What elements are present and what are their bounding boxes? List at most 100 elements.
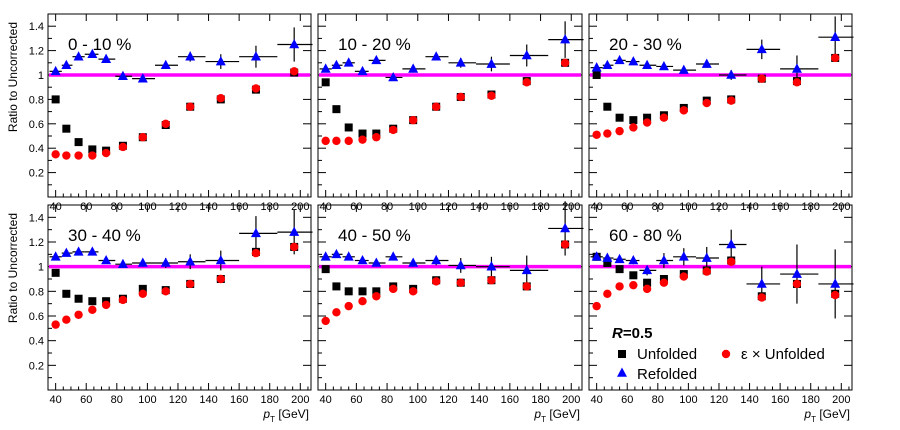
y-tick-label: 1.4 (29, 21, 44, 33)
refolded-point (137, 257, 148, 267)
x-tick-label: 200 (832, 394, 850, 406)
eps-unfolded-point (186, 279, 195, 289)
refolded-point (726, 238, 737, 249)
eps-unfolded-point (487, 276, 496, 285)
panel-frame (317, 13, 583, 198)
eps-unfolded-point (679, 106, 689, 115)
legend-unfolded-marker (618, 350, 626, 358)
y-tick-label: 1 (38, 262, 44, 274)
x-tick-label: 80 (381, 394, 393, 406)
refolded-point (642, 59, 653, 70)
refolded-point (658, 60, 669, 71)
eps-unfolded-point (216, 274, 225, 284)
eps-unfolded-point (62, 315, 71, 324)
eps-unfolded-point (358, 297, 367, 306)
x-axis-title: pT [GeV] (803, 407, 850, 424)
eps-unfolded-point (358, 135, 367, 144)
refolded-point (331, 248, 342, 259)
refolded-point (73, 246, 84, 256)
eps-unfolded-point (88, 151, 97, 160)
unfolded-point (321, 265, 330, 274)
eps-unfolded-point (216, 93, 225, 103)
eps-unfolded-point (332, 308, 341, 317)
eps-unfolded-point (659, 278, 669, 287)
y-tick-label: 0.6 (29, 311, 44, 323)
eps-unfolded-point (603, 129, 612, 138)
legend-refolded-label: Refolded (637, 366, 697, 383)
eps-unfolded-point (456, 278, 465, 287)
x-tick-label: 40 (591, 394, 603, 406)
refolded-point (160, 257, 171, 267)
refolded-point (388, 251, 399, 261)
x-tick-label: 60 (350, 394, 362, 406)
refolded-point (371, 257, 382, 267)
refolded-point (701, 252, 712, 262)
eps-unfolded-point (408, 287, 418, 296)
refolded-point (50, 251, 61, 261)
refolded-point (614, 54, 625, 65)
refolded-point (455, 57, 466, 67)
eps-unfolded-point (522, 282, 531, 291)
y-tick-label: 0.4 (29, 336, 44, 348)
refolded-point (87, 246, 98, 256)
eps-unfolded-point (727, 257, 736, 266)
eps-unfolded-point (161, 119, 170, 128)
x-tick-label: 60 (80, 394, 92, 406)
eps-unfolded-point (792, 279, 802, 289)
refolded-point (185, 256, 196, 266)
panel-frame (47, 204, 312, 391)
refolded-point (431, 51, 442, 61)
refolded-point (591, 62, 602, 72)
unfolded-point (332, 105, 341, 114)
eps-unfolded-point (592, 301, 601, 311)
y-tick-label: 0.4 (29, 143, 44, 155)
unfolded-point (138, 284, 147, 293)
eps-unfolded-point (389, 284, 398, 294)
refolded-point (701, 58, 712, 68)
refolded-point (343, 251, 354, 261)
eps-unfolded-point (251, 84, 261, 93)
unfolded-point (358, 129, 367, 138)
x-tick-label: 80 (111, 394, 123, 406)
eps-unfolded-point (615, 282, 624, 291)
x-tick-label: 40 (50, 394, 62, 406)
refolded-point (289, 226, 300, 236)
centrality-label: 0 - 10 % (68, 35, 131, 54)
eps-unfolded-point (389, 125, 398, 135)
unfolded-point (51, 268, 60, 277)
refolded-point (185, 51, 196, 61)
refolded-point (250, 51, 261, 61)
x-tick-label: 180 (261, 394, 279, 406)
centrality-label: 20 - 30 % (609, 35, 682, 54)
refolded-point (250, 227, 261, 238)
refolded-point (830, 278, 841, 288)
refolded-point (455, 259, 466, 270)
refolded-point (756, 43, 767, 54)
unfolded-point (372, 287, 381, 296)
x-tick-label: 140 (199, 394, 217, 406)
eps-unfolded-point (431, 102, 441, 111)
refolded-point (117, 70, 128, 81)
refolded-point (87, 48, 98, 59)
eps-unfolded-point (74, 151, 83, 160)
unfolded-point (344, 287, 353, 296)
eps-unfolded-point (344, 136, 353, 146)
unfolded-point (358, 287, 367, 296)
eps-unfolded-point (659, 113, 669, 122)
eps-unfolded-point (372, 292, 381, 301)
legend-eps-label: ε × Unfolded (741, 346, 825, 363)
eps-unfolded-point (289, 242, 299, 252)
x-axis-title: pT [GeV] (262, 407, 309, 424)
x-tick-label: 100 (409, 394, 427, 406)
refolded-point (486, 58, 497, 68)
x-tick-label: 60 (621, 394, 633, 406)
refolded-point (628, 255, 639, 265)
eps-unfolded-point (408, 115, 418, 125)
refolded-point (343, 57, 354, 67)
refolded-point (521, 264, 532, 275)
unfolded-point (603, 258, 612, 267)
unfolded-point (603, 102, 612, 111)
refolded-point (320, 251, 331, 261)
refolded-point (791, 268, 802, 278)
